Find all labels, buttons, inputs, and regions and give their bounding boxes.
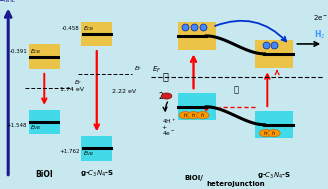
Circle shape — [259, 130, 272, 137]
FancyBboxPatch shape — [255, 40, 293, 68]
Text: 🔥: 🔥 — [234, 85, 239, 94]
FancyBboxPatch shape — [29, 110, 60, 134]
FancyBboxPatch shape — [178, 93, 216, 121]
Text: h: h — [264, 131, 267, 136]
Text: 🔥: 🔥 — [163, 72, 169, 81]
Circle shape — [161, 93, 172, 99]
Text: -0.391: -0.391 — [9, 49, 27, 54]
Text: 4H$^+$: 4H$^+$ — [162, 117, 176, 126]
Text: $E_{NHE}$: $E_{NHE}$ — [0, 0, 17, 5]
Text: $E_{VB}$: $E_{VB}$ — [83, 149, 94, 158]
Text: h: h — [184, 113, 187, 118]
Text: $E_{CB}$: $E_{CB}$ — [83, 24, 94, 33]
Text: $E_F$: $E_F$ — [152, 64, 161, 75]
Text: $E_{CB}$: $E_{CB}$ — [31, 47, 42, 56]
Circle shape — [268, 130, 280, 137]
Text: h: h — [201, 113, 204, 118]
Text: 2: 2 — [158, 92, 163, 101]
FancyBboxPatch shape — [81, 136, 112, 161]
Circle shape — [179, 112, 192, 119]
FancyBboxPatch shape — [178, 22, 216, 50]
Text: g-$\mathit{C_3N_4}$-S: g-$\mathit{C_3N_4}$-S — [80, 168, 114, 179]
Text: $E_F$: $E_F$ — [134, 64, 142, 73]
Text: H$_2$: H$_2$ — [314, 28, 325, 41]
Text: +: + — [162, 125, 167, 130]
Text: +1.548: +1.548 — [7, 123, 27, 128]
Text: $E_F$: $E_F$ — [74, 78, 82, 87]
Text: $E_{VB}$: $E_{VB}$ — [31, 123, 41, 132]
FancyBboxPatch shape — [81, 22, 112, 46]
Text: heterojunction: heterojunction — [206, 181, 265, 187]
Text: 2e$^-$: 2e$^-$ — [313, 13, 328, 22]
Circle shape — [187, 112, 200, 119]
Text: h: h — [272, 131, 276, 136]
Text: +1.762: +1.762 — [59, 149, 79, 154]
Text: BiOI/: BiOI/ — [184, 175, 203, 181]
Text: BiOI: BiOI — [35, 170, 53, 179]
Circle shape — [196, 112, 209, 119]
Text: 1.74 eV: 1.74 eV — [60, 87, 84, 92]
Text: -0.458: -0.458 — [62, 26, 79, 31]
Text: g-$\mathit{C_3N_4}$-S: g-$\mathit{C_3N_4}$-S — [257, 171, 291, 181]
Text: 2.22 eV: 2.22 eV — [112, 89, 136, 94]
Text: h: h — [192, 113, 195, 118]
FancyBboxPatch shape — [255, 111, 293, 138]
FancyBboxPatch shape — [29, 44, 60, 69]
Text: 4e$^-$: 4e$^-$ — [162, 129, 175, 137]
